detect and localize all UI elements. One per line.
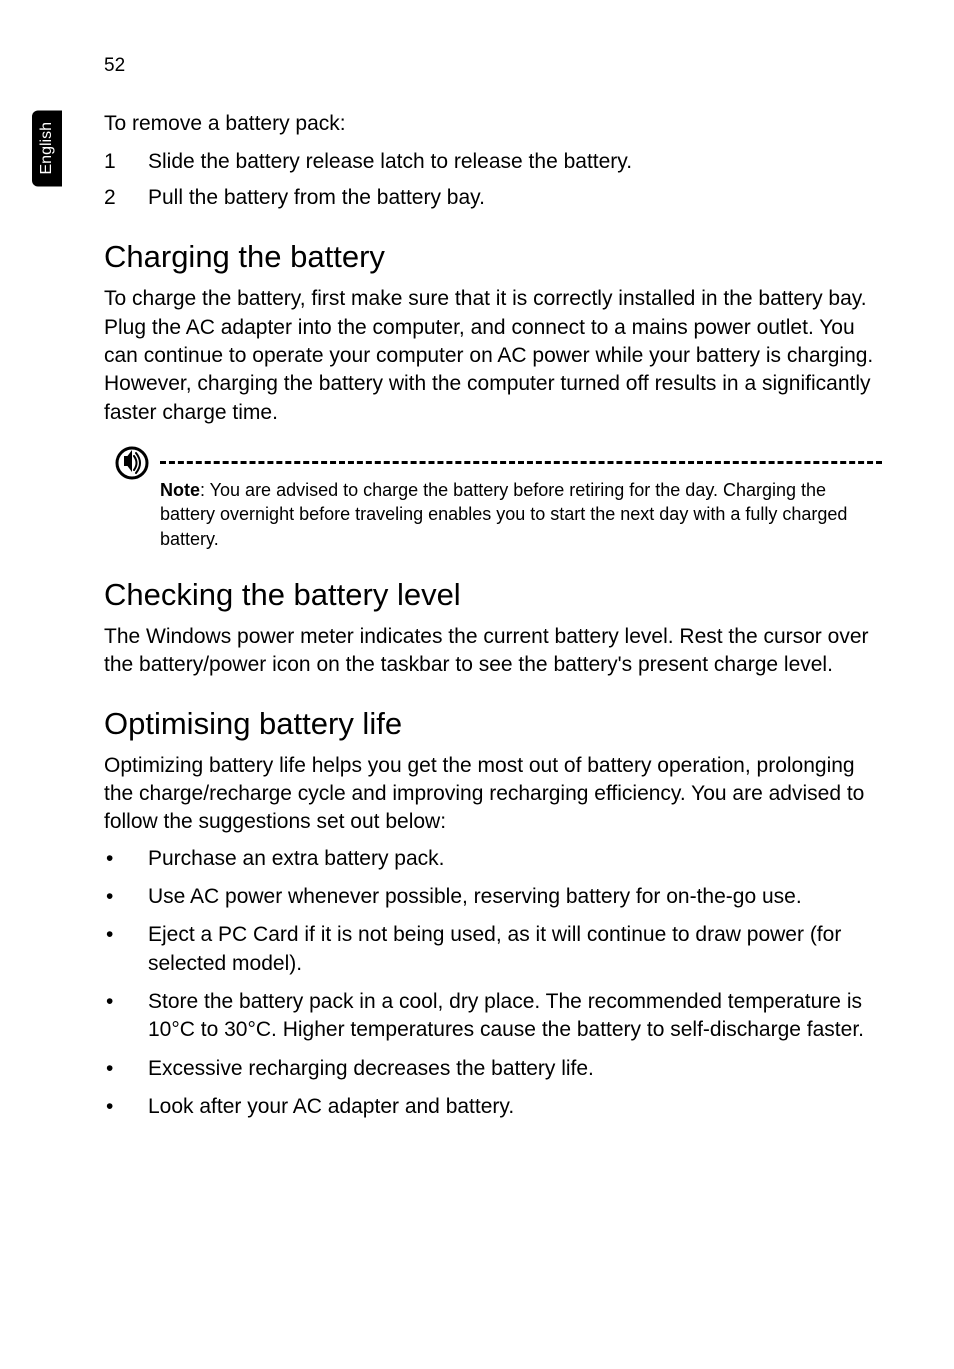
bullet-text: Excessive recharging decreases the batte… <box>148 1055 882 1083</box>
optimising-body: Optimizing battery life helps you get th… <box>104 752 882 837</box>
step-number: 2 <box>104 182 148 214</box>
step-text: Pull the battery from the battery bay. <box>148 182 485 214</box>
remove-intro: To remove a battery pack: <box>104 110 882 138</box>
note-body: : You are advised to charge the battery … <box>160 480 847 549</box>
bullet-text: Use AC power whenever possible, reservin… <box>148 883 882 911</box>
bullet-dot: • <box>104 1093 148 1121</box>
bullet-dot: • <box>104 988 148 1045</box>
bullet-dot: • <box>104 845 148 873</box>
note-content: Note: You are advised to charge the batt… <box>160 443 882 551</box>
list-item: •Store the battery pack in a cool, dry p… <box>104 988 882 1045</box>
list-item: •Use AC power whenever possible, reservi… <box>104 883 882 911</box>
remove-steps-list: 1 Slide the battery release latch to rel… <box>104 146 882 213</box>
bullet-text: Eject a PC Card if it is not being used,… <box>148 921 882 978</box>
heading-charging: Charging the battery <box>104 239 882 275</box>
optimising-bullets: •Purchase an extra battery pack. •Use AC… <box>104 845 882 1122</box>
list-item: •Eject a PC Card if it is not being used… <box>104 921 882 978</box>
step-text: Slide the battery release latch to relea… <box>148 146 632 178</box>
bullet-text: Look after your AC adapter and battery. <box>148 1093 882 1121</box>
note-divider <box>160 461 882 464</box>
note-block: Note: You are advised to charge the batt… <box>104 443 882 551</box>
list-item: •Look after your AC adapter and battery. <box>104 1093 882 1121</box>
list-item: 1 Slide the battery release latch to rel… <box>104 146 882 178</box>
heading-optimising: Optimising battery life <box>104 706 882 742</box>
note-label: Note <box>160 480 200 500</box>
checking-body: The Windows power meter indicates the cu… <box>104 623 882 680</box>
list-item: •Excessive recharging decreases the batt… <box>104 1055 882 1083</box>
bullet-dot: • <box>104 1055 148 1083</box>
list-item: 2 Pull the battery from the battery bay. <box>104 182 882 214</box>
bullet-dot: • <box>104 921 148 978</box>
heading-checking: Checking the battery level <box>104 577 882 613</box>
language-tab: English <box>32 110 62 186</box>
step-number: 1 <box>104 146 148 178</box>
page-number: 52 <box>104 55 125 77</box>
charging-body: To charge the battery, first make sure t… <box>104 285 882 427</box>
page-content: To remove a battery pack: 1 Slide the ba… <box>104 110 882 1131</box>
bullet-dot: • <box>104 883 148 911</box>
note-text: Note: You are advised to charge the batt… <box>160 478 882 551</box>
bullet-text: Purchase an extra battery pack. <box>148 845 882 873</box>
note-icon <box>104 443 160 551</box>
bullet-text: Store the battery pack in a cool, dry pl… <box>148 988 882 1045</box>
list-item: •Purchase an extra battery pack. <box>104 845 882 873</box>
